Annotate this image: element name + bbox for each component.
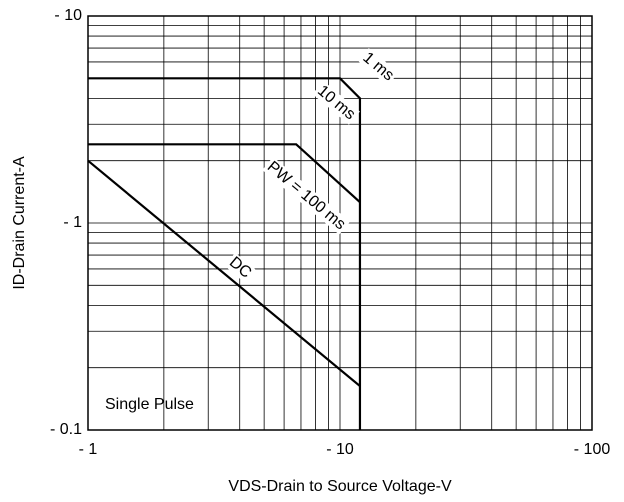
label-bg (312, 80, 360, 125)
label-bg (357, 47, 399, 86)
plot-frame (87, 15, 593, 431)
y-tick-label: - 10 (54, 7, 82, 24)
y-axis-label: ID-Drain Current-A (11, 156, 28, 290)
series-label: 10 ms (314, 82, 358, 123)
y-tick-label: - 0.1 (50, 421, 82, 438)
x-tick-label: - 10 (326, 441, 354, 458)
label-bg (262, 156, 351, 235)
y-tick-label: - 1 (63, 214, 82, 231)
x-axis-label: VDS-Drain to Source Voltage-V (228, 478, 452, 495)
x-tick-label: - 1 (79, 441, 98, 458)
series-line (88, 143, 361, 204)
series-line (88, 77, 362, 430)
annotation: Single Pulse (105, 396, 194, 413)
series-label: PW = 100 ms (264, 158, 349, 233)
x-tick-label: - 100 (574, 441, 611, 458)
label-bg (224, 252, 257, 284)
series-line (87, 159, 361, 387)
